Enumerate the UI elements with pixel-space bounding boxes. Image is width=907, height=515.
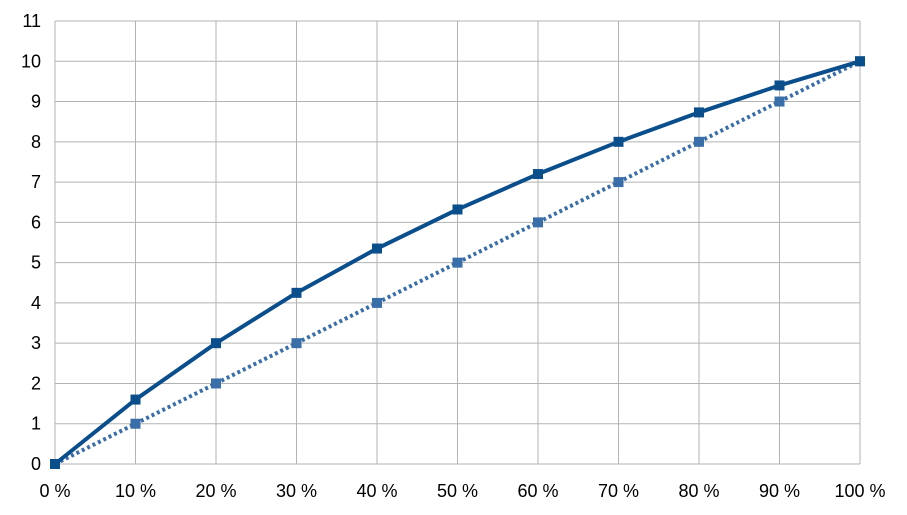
y-tick-label: 11 [22, 11, 41, 31]
y-tick-label: 4 [31, 293, 41, 313]
y-tick-label: 9 [31, 92, 41, 112]
y-tick-label: 6 [31, 212, 41, 232]
data-point [372, 297, 382, 308]
series-solid [50, 56, 865, 469]
y-tick-label: 2 [31, 373, 41, 393]
x-tick-label: 80 % [678, 481, 719, 501]
data-point [774, 96, 785, 107]
y-tick-label: 5 [31, 253, 41, 273]
data-point [291, 338, 302, 349]
x-tick-label: 70 % [598, 481, 639, 501]
x-tick-label: 50 % [437, 481, 478, 501]
data-point [533, 169, 543, 180]
x-tick-label: 60 % [517, 481, 558, 501]
data-point [452, 204, 463, 215]
data-point [211, 338, 221, 349]
data-point [130, 418, 141, 429]
y-axis-tick-labels: 0 1 2 3 4 5 6 7 8 9 10 11 [21, 11, 41, 474]
series [50, 56, 865, 469]
data-point [372, 243, 382, 254]
x-tick-label: 90 % [759, 481, 800, 501]
data-point [774, 80, 785, 91]
data-point [855, 56, 865, 67]
x-tick-label: 30 % [276, 481, 317, 501]
data-point [291, 287, 302, 298]
y-tick-label: 8 [31, 132, 41, 152]
y-tick-label: 0 [31, 454, 41, 474]
data-point [694, 107, 704, 118]
y-tick-label: 10 [21, 51, 41, 71]
data-point [130, 394, 141, 405]
data-point [613, 136, 624, 147]
x-tick-label: 10 % [115, 481, 156, 501]
data-point [533, 217, 543, 228]
x-tick-label: 0 % [39, 481, 70, 501]
grid [54, 20, 861, 465]
x-tick-label: 20 % [195, 481, 236, 501]
data-point [452, 257, 463, 268]
data-point [613, 177, 624, 188]
x-tick-label: 100 % [834, 481, 885, 501]
data-point [50, 459, 60, 469]
data-point [211, 378, 221, 389]
data-point [694, 136, 704, 147]
y-tick-label: 7 [31, 172, 41, 192]
y-tick-label: 1 [31, 414, 41, 434]
x-tick-label: 40 % [356, 481, 397, 501]
x-axis-tick-labels: 0 % 10 % 20 % 30 % 40 % 50 % 60 % 70 % 80 % 90 % 1… [39, 481, 885, 501]
y-tick-label: 3 [31, 333, 41, 353]
